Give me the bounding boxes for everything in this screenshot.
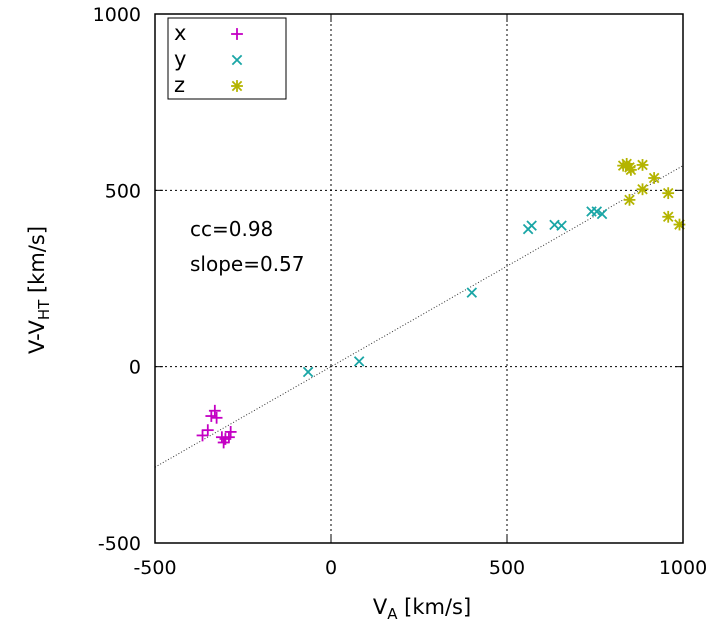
y-axis-label-sub: HT [35, 299, 53, 320]
y-tick-label: 0 [129, 357, 141, 379]
data-point-z [625, 163, 637, 176]
x-axis-label-main: V [373, 595, 388, 619]
y-axis-label: V-VHT [km/s] [25, 226, 53, 354]
x-tick-label: 0 [325, 557, 337, 579]
data-point-x [223, 431, 235, 444]
data-point-x [224, 426, 237, 438]
data-point-x [210, 411, 223, 424]
data-point-z [648, 172, 661, 184]
marker-stroke [526, 220, 537, 231]
data-point-x [196, 429, 209, 442]
legend-label-z: z [174, 73, 185, 97]
marker-stroke [466, 287, 478, 298]
data-point-y [556, 220, 567, 231]
data-point-z [636, 159, 649, 171]
legend-markers [231, 28, 243, 92]
x-tick-label: -500 [133, 557, 176, 579]
marker-stroke [625, 164, 637, 176]
y-axis-label-unit: [km/s] [25, 226, 49, 300]
marker-stroke [637, 159, 648, 171]
data-point-z [623, 193, 636, 206]
x-tick-label: 1000 [659, 557, 707, 579]
marker-stroke [662, 187, 674, 199]
data-point-y [302, 366, 314, 378]
data-point-x [201, 424, 214, 437]
legend-box [167, 17, 287, 100]
marker-stroke [662, 211, 674, 223]
data-points-layer [196, 157, 686, 449]
marker-stroke [231, 54, 243, 66]
y-tick-label: -500 [98, 533, 141, 555]
legend-label-x: x [174, 21, 186, 45]
y-axis-label-main: V-V [25, 320, 49, 354]
data-point-y [591, 206, 603, 217]
annotation-slope: slope=0.57 [190, 252, 305, 276]
data-point-y [353, 356, 365, 367]
data-point-y [466, 287, 478, 298]
fit-line [154, 165, 684, 468]
marker-stroke [302, 366, 314, 378]
y-tick-label: 1000 [93, 4, 141, 26]
ticks-layer: -500 0 500 1000 -500 0 500 1000 [93, 4, 708, 579]
marker-stroke [674, 219, 685, 230]
marker-stroke [624, 194, 635, 206]
x-axis-label-unit: [km/s] [397, 595, 471, 619]
x-axis-label-sub: A [387, 605, 398, 623]
marker-stroke [556, 220, 567, 231]
marker-stroke [596, 208, 608, 220]
legend-marker-y [231, 54, 243, 66]
data-point-y [596, 208, 608, 220]
marker-stroke [591, 206, 603, 217]
grid-layer [155, 14, 683, 543]
data-point-y [526, 220, 537, 231]
marker-stroke [231, 80, 243, 92]
x-axis-label: VA [km/s] [373, 595, 471, 623]
fit-line-layer [154, 165, 684, 468]
legend-marker-x [231, 28, 243, 40]
x-tick-label: 500 [489, 557, 525, 579]
data-point-z [636, 183, 649, 196]
annotation-cc: cc=0.98 [190, 217, 273, 241]
legend-label-y: y [174, 47, 186, 71]
data-point-z [662, 187, 675, 200]
marker-stroke [353, 356, 365, 367]
data-point-x [208, 404, 221, 417]
plot-frame [154, 13, 684, 544]
legend-marker-z [231, 80, 243, 92]
data-point-z [662, 210, 675, 223]
legend: x y z [167, 17, 287, 100]
marker-stroke [637, 184, 648, 195]
y-tick-label: 500 [105, 180, 141, 202]
marker-stroke [648, 172, 660, 184]
